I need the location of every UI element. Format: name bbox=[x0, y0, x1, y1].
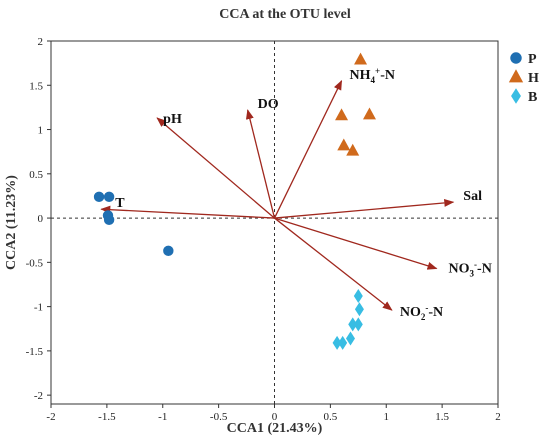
legend-marker-p bbox=[510, 52, 522, 64]
data-point-p bbox=[103, 214, 115, 226]
x-tick-label: 0.5 bbox=[324, 411, 338, 423]
environmental-vectors: pH DO NH4+-N Sal NO3--N NO2--N T bbox=[100, 66, 492, 322]
data-point-b bbox=[353, 288, 363, 303]
vector-arrow bbox=[274, 217, 393, 311]
data-point-b bbox=[348, 317, 358, 332]
x-tick-label: -2 bbox=[46, 411, 55, 423]
chart-title: CCA at the OTU level bbox=[219, 7, 351, 22]
data-point-p bbox=[93, 191, 105, 203]
x-tick-label: -1 bbox=[158, 411, 167, 423]
data-point-b bbox=[332, 335, 342, 350]
x-tick-label: 2 bbox=[495, 411, 501, 423]
data-point-h bbox=[335, 108, 349, 121]
y-tick-label: 1 bbox=[38, 125, 44, 137]
vector-label: DO bbox=[258, 97, 279, 112]
data-point-h bbox=[362, 107, 376, 120]
data-point-p bbox=[163, 245, 174, 257]
legend-label: P bbox=[528, 52, 537, 67]
legend: PHB bbox=[508, 52, 539, 105]
x-tick-label: -1.5 bbox=[98, 411, 116, 423]
y-tick-label: 2 bbox=[38, 36, 44, 48]
y-tick-label: 0 bbox=[38, 213, 44, 225]
data-point-h bbox=[346, 143, 360, 156]
vector-arrow bbox=[100, 205, 275, 219]
vector-label: NO3--N bbox=[449, 260, 492, 279]
vector-label: T bbox=[115, 196, 125, 211]
axis-ticks: -2 -1.5 -1 -0.5 0 0.5 1 1.5 2 -2 -1.5 -1 -0.5 0 0.5 1 1.… bbox=[26, 36, 501, 423]
x-tick-label: 1 bbox=[384, 411, 390, 423]
y-tick-label: -1 bbox=[34, 302, 43, 314]
vector-arrow bbox=[273, 79, 343, 219]
data-point-b bbox=[354, 302, 364, 317]
y-tick-label: -1.5 bbox=[26, 346, 44, 358]
data-point-b bbox=[353, 317, 363, 332]
vector-label: NO2--N bbox=[400, 303, 443, 322]
vector-label: pH bbox=[163, 112, 182, 127]
y-tick-label: 1.5 bbox=[29, 80, 43, 92]
x-tick-label: 1.5 bbox=[435, 411, 449, 423]
vector-arrow bbox=[274, 217, 438, 270]
y-tick-label: -0.5 bbox=[26, 257, 44, 269]
x-tick-label: -0.5 bbox=[210, 411, 228, 423]
x-axis-title: CCA1 (21.43%) bbox=[227, 421, 323, 436]
y-axis-title: CCA2 (11.23%) bbox=[4, 175, 19, 270]
legend-marker-b bbox=[511, 88, 521, 104]
sample-points bbox=[93, 52, 376, 350]
legend-label: H bbox=[528, 71, 539, 86]
vector-arrow bbox=[274, 198, 455, 219]
vector-label: Sal bbox=[463, 189, 482, 204]
vector-arrow bbox=[245, 109, 276, 219]
legend-label: B bbox=[528, 90, 537, 105]
y-tick-label: -2 bbox=[34, 390, 43, 402]
data-point-p bbox=[103, 191, 115, 203]
x-tick-label: 0 bbox=[272, 411, 278, 423]
vector-arrow bbox=[156, 117, 275, 219]
reference-lines bbox=[51, 41, 498, 404]
data-point-b bbox=[338, 335, 348, 350]
legend-marker-h bbox=[508, 69, 524, 83]
data-point-b bbox=[345, 331, 355, 346]
data-point-h bbox=[337, 138, 351, 151]
y-tick-label: 0.5 bbox=[29, 169, 43, 181]
data-point-h bbox=[354, 52, 368, 65]
vector-label: NH4+-N bbox=[350, 66, 395, 85]
